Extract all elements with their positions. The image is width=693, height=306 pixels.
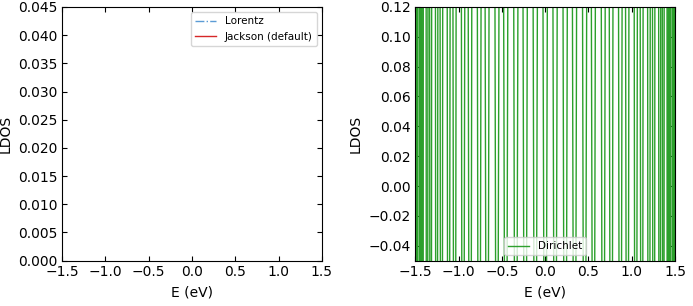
Line: Dirichlet: Dirichlet — [416, 0, 675, 306]
X-axis label: E (eV): E (eV) — [171, 285, 213, 299]
Legend: Lorentz, Jackson (default): Lorentz, Jackson (default) — [191, 12, 317, 46]
Y-axis label: LDOS: LDOS — [0, 115, 12, 153]
Dirichlet — [663, 132, 672, 135]
Y-axis label: LDOS: LDOS — [349, 115, 362, 153]
X-axis label: E (eV): E (eV) — [524, 285, 566, 299]
Legend: Dirichlet: Dirichlet — [505, 237, 586, 256]
